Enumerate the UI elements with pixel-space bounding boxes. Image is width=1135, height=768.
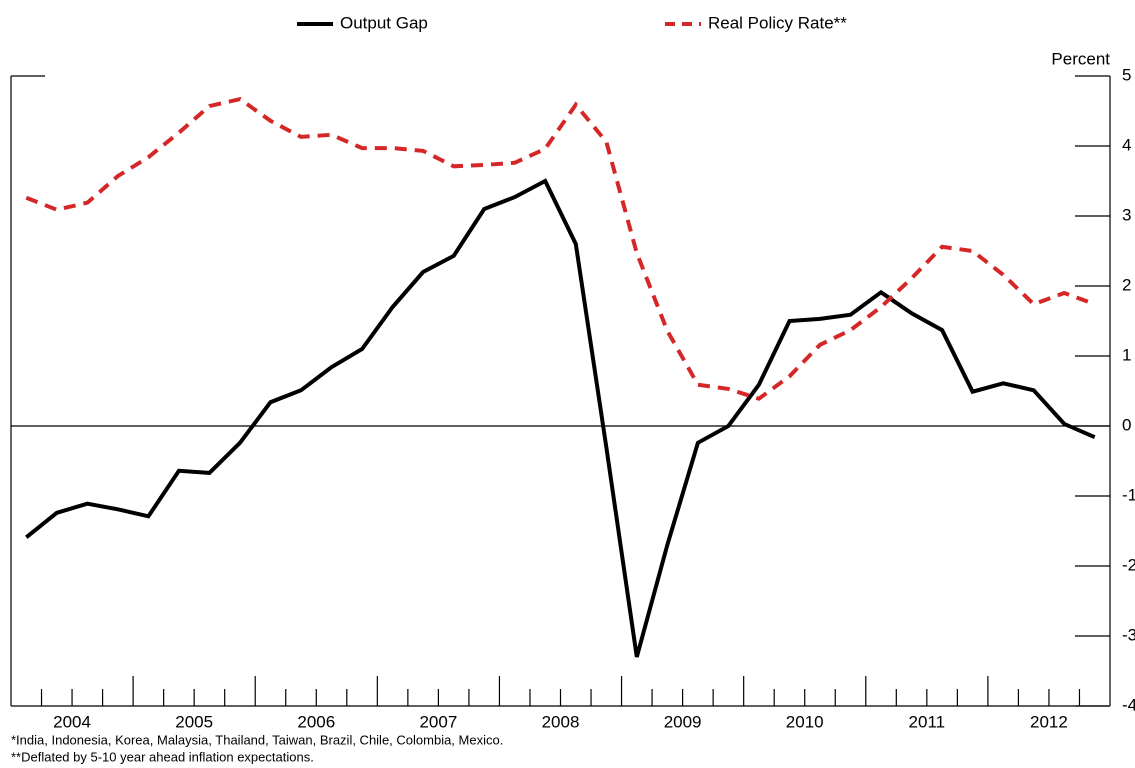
series-line <box>25 178 1096 658</box>
y-axis-label: Percent <box>1051 49 1110 68</box>
footnote: **Deflated by 5-10 year ahead inflation … <box>11 749 314 764</box>
y-tick-label: 2 <box>1122 275 1131 294</box>
y-tick-label: -2 <box>1122 555 1135 574</box>
y-tick-label: 5 <box>1122 65 1131 84</box>
footnote: *India, Indonesia, Korea, Malaysia, Thai… <box>11 732 503 747</box>
x-tick-label: 2004 <box>53 712 91 731</box>
y-tick-label: -4 <box>1122 695 1135 714</box>
x-tick-label: 2008 <box>542 712 580 731</box>
x-tick-label: 2006 <box>297 712 335 731</box>
x-tick-label: 2007 <box>419 712 457 731</box>
y-tick-label: -3 <box>1122 625 1135 644</box>
x-tick-label: 2010 <box>786 712 824 731</box>
y-tick-label: 4 <box>1122 135 1131 154</box>
x-tick-label: 2005 <box>175 712 213 731</box>
legend-label: Output Gap <box>340 13 428 32</box>
y-tick-label: 1 <box>1122 345 1131 364</box>
series-line <box>25 96 1096 401</box>
x-tick-label: 2012 <box>1030 712 1068 731</box>
y-tick-label: 3 <box>1122 205 1131 224</box>
x-tick-label: 2009 <box>664 712 702 731</box>
legend-label: Real Policy Rate** <box>708 13 847 32</box>
x-tick-label: 2011 <box>909 712 946 731</box>
y-tick-label: 0 <box>1122 415 1131 434</box>
y-tick-label: -1 <box>1122 485 1135 504</box>
